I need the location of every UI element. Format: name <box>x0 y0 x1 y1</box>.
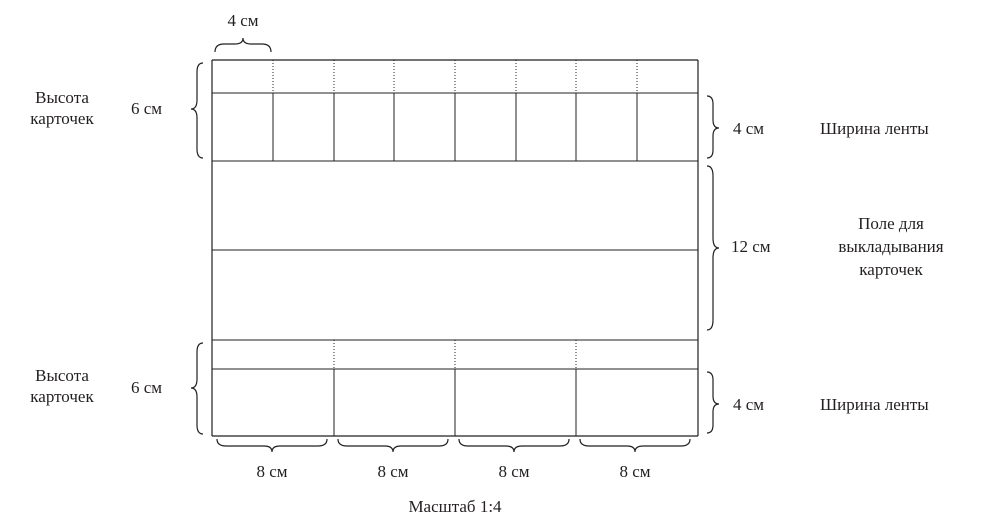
bottom-card-dividers <box>333 340 577 436</box>
bottom-width-label-2: 8 см <box>377 462 409 481</box>
bottom-tape-brace <box>706 371 720 434</box>
bottom-width-brace-4 <box>579 438 691 453</box>
bottom-tape-label: Ширина ленты <box>820 395 929 414</box>
top-tape-brace <box>706 95 720 159</box>
top-tape-label: Ширина ленты <box>820 119 929 138</box>
top-width-brace <box>214 37 272 53</box>
bottom-width-label-4: 8 см <box>619 462 651 481</box>
top-height-value: 6 см <box>131 99 163 118</box>
middle-field-label-line3: карточек <box>859 260 923 279</box>
bottom-width-brace-1 <box>216 438 328 453</box>
middle-field-label-line2: выкладывания <box>838 237 944 256</box>
top-card-dividers <box>272 60 638 161</box>
top-height-label-line1: Высота <box>35 88 89 107</box>
bottom-width-label-3: 8 см <box>498 462 530 481</box>
bottom-width-brace-3 <box>458 438 570 453</box>
bottom-tape-value: 4 см <box>733 395 765 414</box>
top-width-label: 4 см <box>227 11 259 30</box>
middle-field-value: 12 см <box>731 237 771 256</box>
scale-label: Масштаб 1:4 <box>408 497 502 516</box>
top-height-label-line2: карточек <box>30 109 94 128</box>
bottom-height-label-line2: карточек <box>30 387 94 406</box>
bottom-width-label-1: 8 см <box>256 462 288 481</box>
bottom-height-brace <box>190 342 204 435</box>
top-tape-value: 4 см <box>733 119 765 138</box>
bottom-height-value: 6 см <box>131 378 163 397</box>
bottom-height-label-line1: Высота <box>35 366 89 385</box>
top-height-brace <box>190 62 204 159</box>
middle-field-brace <box>706 165 720 331</box>
bottom-width-brace-2 <box>337 438 449 453</box>
middle-field-label-line1: Поле для <box>858 214 924 233</box>
